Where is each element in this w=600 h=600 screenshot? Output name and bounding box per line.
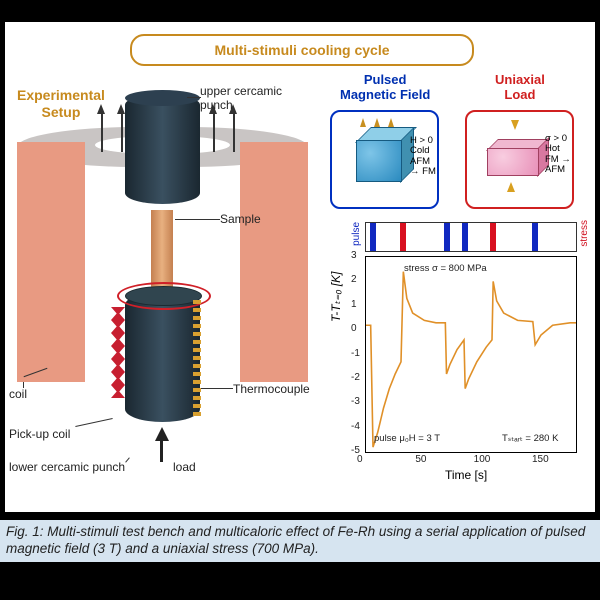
sample-rod <box>151 210 173 290</box>
line-curve <box>366 257 576 452</box>
down-arrow-icon <box>511 120 519 130</box>
label-pickup: Pick-up coil <box>9 427 70 441</box>
cube-icon <box>356 140 410 190</box>
ann-bl: pulse μ₀H = 3 T <box>374 433 440 444</box>
lower-punch <box>125 292 200 422</box>
ul-text: σ > 0 Hot FM → AFM <box>545 134 571 176</box>
thermocouple-wire <box>193 300 201 420</box>
pmf-title: Pulsed Magnetic Field <box>340 72 430 102</box>
uniaxial-title: Uniaxial Load <box>495 72 545 102</box>
magnet-coil-left <box>17 142 85 382</box>
slab-icon <box>487 148 547 182</box>
x-axis-label: Time [s] <box>445 468 487 482</box>
ann-top: stress σ = 800 MPa <box>404 263 487 274</box>
pmf-text: H > 0 Cold AFM → FM <box>410 136 436 178</box>
load-arrow-icon <box>155 427 169 441</box>
event-bar-strip <box>365 222 577 252</box>
label-sample: Sample <box>220 212 261 226</box>
dashed-arrow-icon <box>360 118 366 127</box>
field-arrow-icon <box>97 104 105 114</box>
setup-diagram: upper cercamic punch Sample coil Pick-up… <box>15 82 315 477</box>
y-axis-label: T-Tₜ₌₀ [K] <box>329 272 343 323</box>
banner-text: Multi-stimuli cooling cycle <box>214 42 389 58</box>
uniaxial-box: σ > 0 Hot FM → AFM <box>465 110 574 209</box>
label-coil: coil <box>9 387 27 401</box>
plot-box: stress σ = 800 MPa pulse μ₀H = 3 T Tₛₜₐᵣ… <box>365 256 577 453</box>
upper-punch <box>125 94 200 204</box>
label-thermocouple: Thermocouple <box>233 382 310 396</box>
pmf-box: H > 0 Cold AFM → FM <box>330 110 439 209</box>
pulse-axis-label: pulse <box>351 222 362 246</box>
pickup-coil-zigzag <box>111 307 125 417</box>
chart-area: pulse stress stress σ = 800 MPa pulse μ₀… <box>325 222 583 482</box>
magnet-coil-right <box>240 142 308 382</box>
banner: Multi-stimuli cooling cycle <box>130 34 474 66</box>
figure-panel: Multi-stimuli cooling cycle Experimental… <box>5 22 595 512</box>
label-upper-punch: upper cercamic punch <box>200 84 315 112</box>
figure-caption: Fig. 1: Multi-stimuli test bench and mul… <box>0 520 600 562</box>
up-arrow-icon <box>507 182 515 192</box>
ann-br: Tₛₜₐᵣₜ = 280 K <box>502 433 558 444</box>
stress-axis-label: stress <box>579 220 590 247</box>
label-lower-punch: lower cercamic punch <box>9 460 125 474</box>
label-load: load <box>173 460 196 474</box>
caption-text: Fig. 1: Multi-stimuli test bench and mul… <box>6 524 594 558</box>
